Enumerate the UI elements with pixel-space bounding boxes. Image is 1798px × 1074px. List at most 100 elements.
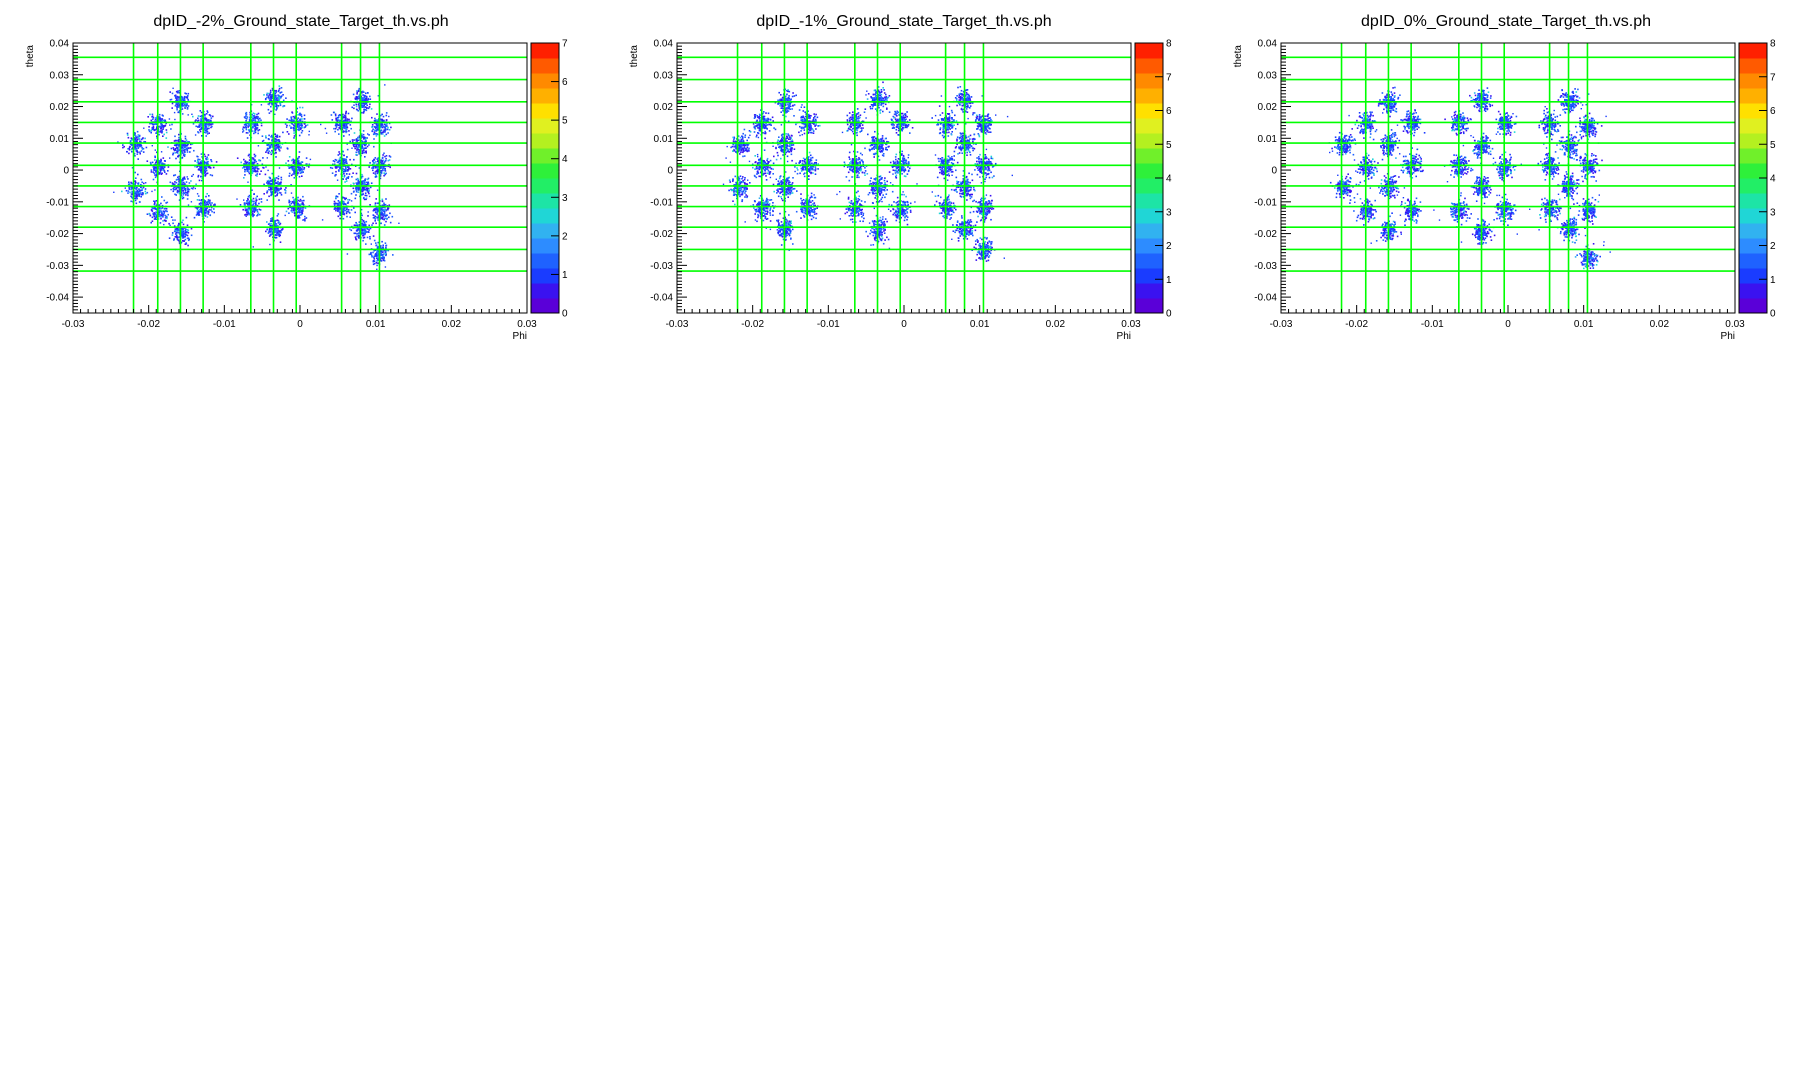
data-point [288,156,291,158]
data-point [165,220,167,222]
data-point [203,153,206,156]
data-point [364,183,366,185]
data-point [376,189,379,191]
data-point [364,194,367,197]
data-point [195,125,197,128]
data-point [301,118,303,120]
data-point [366,107,368,109]
data-point [160,151,163,153]
data-point [253,113,256,115]
data-point [174,181,176,183]
data-point [176,178,178,181]
data-point [178,175,180,178]
data-point [173,144,176,146]
data-point [185,139,188,141]
data-point [291,211,294,213]
data-point [213,211,215,214]
data-point [173,140,176,142]
data-point [131,139,133,141]
data-point [144,190,147,193]
data-point [197,195,200,197]
data-point [276,228,278,231]
data-point [300,213,302,216]
data-point [186,231,188,233]
data-point [200,202,202,205]
data-point [200,119,202,122]
data-point [128,188,131,190]
data-point [159,209,161,212]
data-point [161,129,163,131]
data-point [255,174,257,177]
data-point [297,159,300,162]
data-point [158,215,160,218]
data-point [372,133,375,136]
data-point [131,182,133,185]
data-point [149,161,152,164]
data-point [164,214,167,217]
data-point [183,153,185,155]
data-point [161,167,164,170]
data-point [210,204,212,206]
data-point [184,103,186,106]
data-point [134,197,137,200]
data-point [142,186,145,188]
data-point [363,137,365,139]
data-point [243,124,246,126]
data-point [293,135,296,137]
data-point [361,175,364,178]
data-point [369,237,371,240]
data-point [361,152,364,155]
data-point [251,124,253,126]
data-point [367,191,370,193]
data-point [380,125,382,127]
data-point [127,148,129,150]
data-point [162,115,164,117]
data-point [155,170,157,172]
data-point [369,186,372,189]
data-point [376,126,379,129]
data-point [135,181,137,184]
data-point [200,122,203,125]
data-point [181,188,183,190]
data-point [171,92,174,95]
data-point [196,159,199,162]
data-point [136,190,138,192]
data-point [169,157,171,159]
data-point [252,117,254,120]
data-point [280,146,282,148]
data-point [266,149,269,152]
data-point [182,152,184,154]
data-point [242,208,244,211]
data-point [357,182,359,184]
data-point [344,125,347,128]
data-point [357,137,359,139]
data-point [187,194,189,197]
data-point [279,241,282,243]
data-point [177,99,179,101]
data-point [131,196,133,199]
data-point [369,236,371,238]
data-point [270,134,273,137]
data-point [366,104,368,107]
data-point [284,190,287,192]
data-point [131,150,133,153]
data-point [338,119,340,122]
data-point [160,125,162,128]
data-point [136,197,138,200]
data-point [253,132,255,135]
data-point [386,125,388,127]
data-point [164,160,166,162]
data-point [253,153,256,156]
data-point [343,203,346,205]
data-point [178,161,181,163]
data-point [154,156,156,159]
data-point [168,222,170,225]
data-point [362,130,365,132]
data-point [168,237,171,239]
data-point [275,90,277,92]
data-point [206,127,209,130]
data-point [381,159,383,162]
data-point [270,110,272,113]
data-point [177,155,179,158]
data-point [140,144,142,146]
